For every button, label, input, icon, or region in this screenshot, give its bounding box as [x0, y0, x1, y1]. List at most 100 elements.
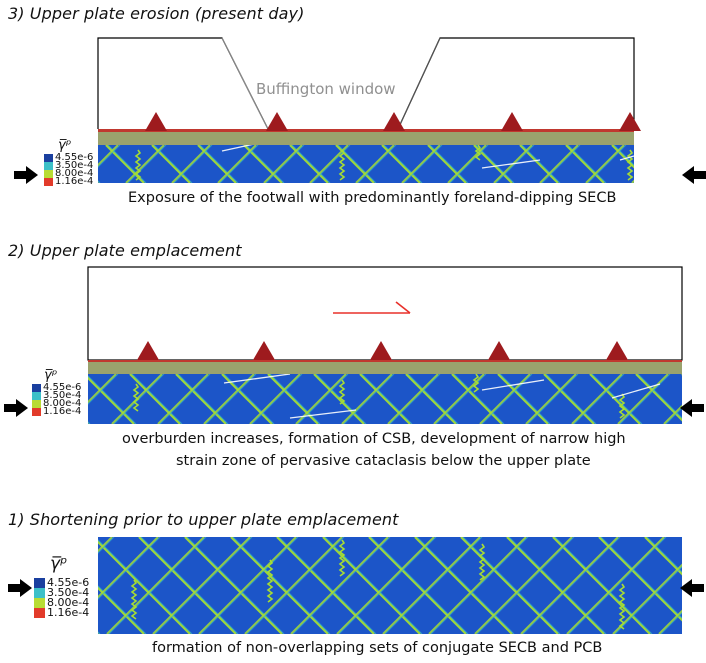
conjugate-band-halo — [568, 537, 667, 634]
shear-band-halo — [177, 374, 229, 424]
panel-2-caption-line-2: strain zone of pervasive cataclasis belo… — [176, 453, 591, 469]
panel-3-caption: Exposure of the footwall with predominan… — [128, 190, 617, 206]
shear-band-halo — [462, 537, 561, 634]
window-edge-left — [221, 37, 269, 130]
shear-band-halo — [131, 374, 183, 424]
legend-swatch — [44, 178, 53, 186]
strain-field-p3 — [98, 145, 634, 183]
shear-band — [88, 376, 135, 424]
conjugate-band-halo — [159, 374, 211, 424]
conjugate-band-halo — [541, 145, 581, 183]
upper-plate-left-outline — [97, 37, 269, 130]
shear-band — [681, 374, 682, 376]
vertical-zigzag-band — [478, 543, 486, 581]
conjugate-band-halo — [88, 374, 119, 405]
conjugate-band-halo — [619, 374, 671, 424]
buffington-window-label: Buffington window — [256, 80, 396, 98]
shear-band — [644, 537, 682, 576]
conjugate-band — [98, 537, 159, 599]
conjugate-band — [566, 537, 665, 634]
conjugate-band-halo — [527, 374, 579, 424]
conjugate-band — [474, 537, 573, 634]
conjugate-band — [617, 374, 669, 424]
legend-value: 3.50e-4 — [47, 586, 90, 599]
conjugate-band-halo — [665, 407, 682, 424]
conjugate-band-halo — [219, 145, 259, 183]
thrust-triangle-p2 — [488, 341, 510, 360]
shear-band — [359, 374, 411, 424]
thrust-triangle-p2 — [253, 341, 275, 360]
conjugate-band-halo — [449, 145, 489, 183]
shear-band — [313, 374, 365, 424]
shear-band-halo — [98, 585, 147, 634]
strain-field-p1-bands — [98, 537, 682, 634]
panel-1-title: 1) Shortening prior to upper plate empla… — [8, 510, 399, 529]
shear-band-halo — [508, 537, 607, 634]
legend-value: 8.00e-4 — [47, 596, 90, 609]
shear-band — [98, 540, 191, 634]
conjugate-band-halo — [108, 537, 207, 634]
white-streak — [221, 145, 253, 152]
thrust-triangle-p3 — [383, 112, 405, 131]
vertical-zigzag-band — [474, 145, 482, 161]
legend-swatch — [34, 598, 45, 608]
conjugate-band — [203, 374, 255, 424]
conjugate-band — [612, 563, 682, 634]
strain-field-p2-bands — [88, 374, 682, 424]
conjugate-band-halo — [660, 612, 682, 634]
conjugate-band — [571, 374, 623, 424]
legend-swatch — [44, 170, 53, 178]
legend-value: 1.16e-4 — [47, 606, 90, 619]
shear-band — [414, 537, 513, 634]
legend-value: 3.50e-4 — [55, 160, 94, 171]
legend-swatch — [34, 578, 45, 588]
thrust-triangle-p3 — [619, 112, 641, 131]
conjugate-band-halo — [98, 537, 161, 600]
conjugate-band — [382, 537, 481, 634]
conjugate-band — [106, 537, 205, 634]
conjugate-band-halo — [246, 537, 345, 634]
shear-band — [506, 537, 605, 634]
white-streak — [611, 383, 661, 399]
conjugate-band-halo — [389, 374, 441, 424]
conjugate-band — [198, 537, 297, 634]
vertical-zigzag-band — [130, 579, 138, 620]
conjugate-band — [217, 145, 257, 183]
vertical-zigzag-band — [338, 539, 346, 577]
panel-2-title: 2) Upper plate emplacement — [8, 241, 242, 260]
thrust-triangle-p3 — [501, 112, 523, 131]
conjugate-band-halo — [357, 145, 397, 183]
conjugate-band — [355, 145, 395, 183]
conjugate-band — [336, 537, 435, 634]
conjugate-band-halo — [481, 374, 533, 424]
conjugate-band-halo — [338, 537, 437, 634]
panel-1-legend-symbol: γ̅ᵖ — [50, 554, 68, 574]
white-streak — [481, 159, 541, 169]
shear-band — [543, 374, 595, 424]
conjugate-band-halo — [430, 537, 529, 634]
legend-swatch — [32, 400, 41, 408]
legend-value: 4.55e-6 — [55, 152, 94, 163]
shear-band-halo — [278, 537, 377, 634]
vertical-zigzag-band — [626, 149, 634, 181]
conjugate-band — [249, 374, 301, 424]
shear-band — [368, 537, 467, 634]
shear-band — [589, 374, 641, 424]
strain-field-p1 — [98, 537, 682, 634]
conjugate-band-halo — [476, 537, 575, 634]
conjugate-band — [401, 145, 441, 183]
conjugate-band-halo — [403, 145, 443, 183]
shear-band-halo — [637, 374, 682, 419]
compression-arrow-left-p1 — [8, 579, 32, 597]
conjugate-band-halo — [522, 537, 621, 634]
red-strip-p2 — [88, 360, 682, 362]
conjugate-band — [263, 145, 303, 183]
panel-2-legend: 4.55e-6 3.50e-4 8.00e-4 1.16e-4 — [32, 382, 82, 417]
shear-band — [129, 374, 181, 424]
vertical-zigzag-band — [338, 149, 346, 181]
legend-value: 4.55e-6 — [43, 382, 82, 393]
vertical-zigzag-band — [132, 383, 140, 412]
shear-band-halo — [600, 537, 682, 619]
panel-1-legend: 4.55e-6 3.50e-4 8.00e-4 1.16e-4 — [34, 577, 90, 619]
